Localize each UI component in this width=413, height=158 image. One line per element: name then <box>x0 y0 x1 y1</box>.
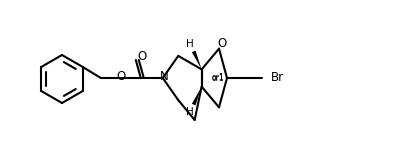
Text: O: O <box>217 37 226 50</box>
Polygon shape <box>191 87 201 105</box>
Text: O: O <box>137 51 146 64</box>
Polygon shape <box>191 51 201 69</box>
Text: O: O <box>116 70 125 83</box>
Text: H: H <box>185 107 193 117</box>
Text: N: N <box>159 70 168 83</box>
Text: or1: or1 <box>211 74 224 83</box>
Text: H: H <box>185 39 193 49</box>
Text: Br: Br <box>271 72 283 85</box>
Text: or1: or1 <box>211 73 224 82</box>
